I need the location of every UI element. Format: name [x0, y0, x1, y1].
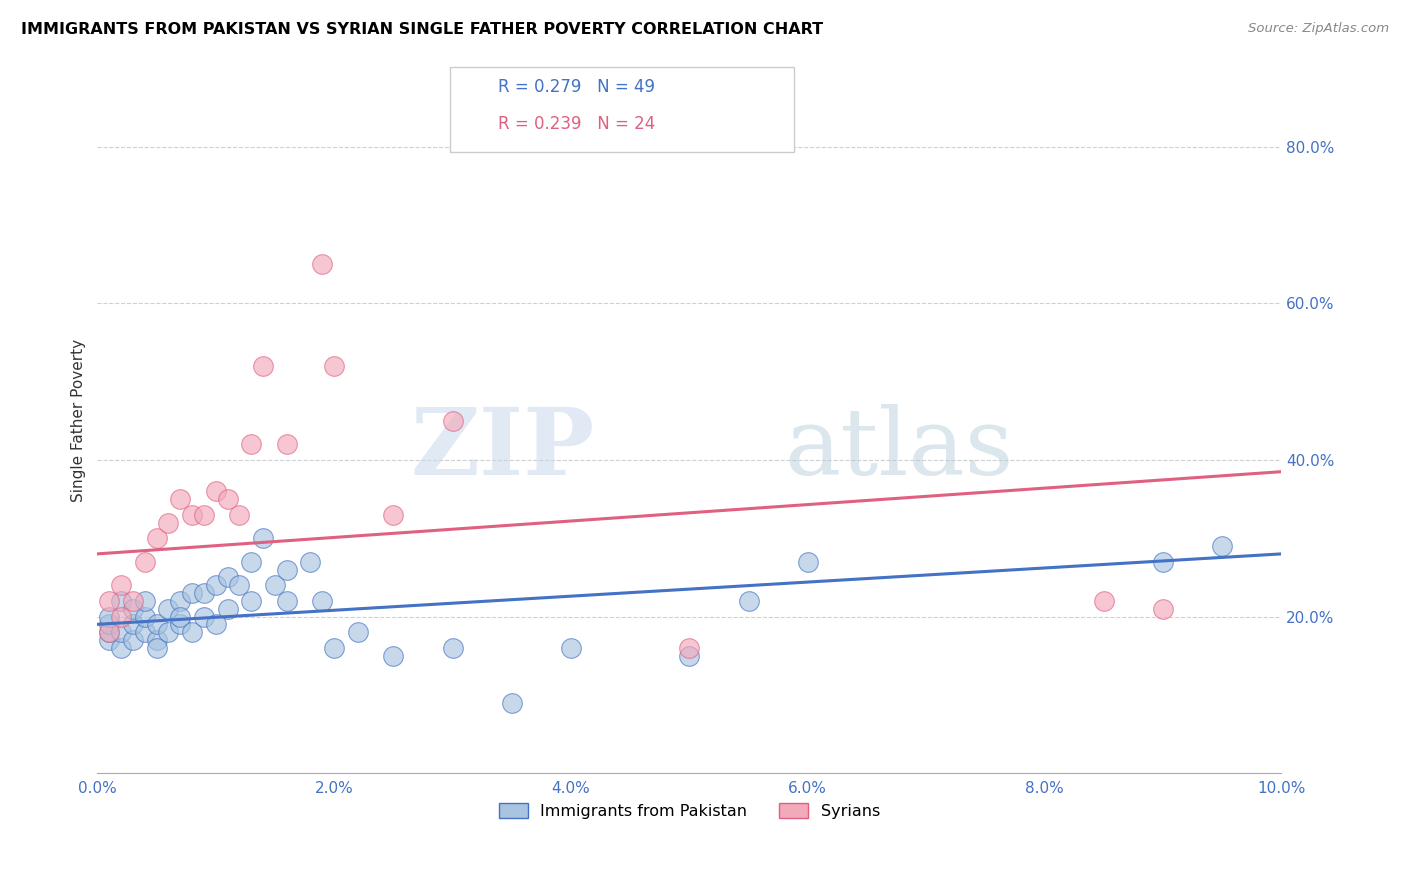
- Point: [1152, 555, 1174, 569]
- Point: [122, 594, 145, 608]
- Point: [157, 516, 180, 530]
- Point: [145, 640, 167, 655]
- Point: [560, 640, 582, 655]
- Point: [122, 632, 145, 647]
- Y-axis label: Single Father Poverty: Single Father Poverty: [72, 339, 86, 502]
- Point: [217, 570, 239, 584]
- Point: [134, 555, 156, 569]
- Point: [797, 555, 820, 569]
- Point: [311, 257, 333, 271]
- Point: [240, 594, 263, 608]
- Point: [204, 484, 226, 499]
- Point: [323, 640, 346, 655]
- Point: [240, 555, 263, 569]
- Point: [204, 617, 226, 632]
- Text: Source: ZipAtlas.com: Source: ZipAtlas.com: [1249, 22, 1389, 36]
- Text: IMMIGRANTS FROM PAKISTAN VS SYRIAN SINGLE FATHER POVERTY CORRELATION CHART: IMMIGRANTS FROM PAKISTAN VS SYRIAN SINGL…: [21, 22, 824, 37]
- Point: [276, 594, 298, 608]
- Point: [157, 601, 180, 615]
- Point: [181, 586, 204, 600]
- Point: [145, 617, 167, 632]
- Point: [1211, 539, 1233, 553]
- Point: [157, 625, 180, 640]
- Point: [110, 578, 132, 592]
- Point: [382, 508, 405, 522]
- Point: [169, 617, 191, 632]
- Point: [145, 632, 167, 647]
- Point: [1152, 601, 1174, 615]
- Point: [276, 563, 298, 577]
- Point: [323, 359, 346, 373]
- Point: [193, 508, 215, 522]
- Point: [299, 555, 322, 569]
- Point: [193, 609, 215, 624]
- Point: [228, 508, 250, 522]
- Point: [145, 531, 167, 545]
- Point: [678, 640, 700, 655]
- Point: [98, 594, 121, 608]
- Point: [98, 632, 121, 647]
- Point: [311, 594, 333, 608]
- Legend: Immigrants from Pakistan, Syrians: Immigrants from Pakistan, Syrians: [492, 797, 886, 825]
- Point: [98, 625, 121, 640]
- Point: [276, 437, 298, 451]
- Point: [134, 594, 156, 608]
- Point: [122, 617, 145, 632]
- Point: [217, 492, 239, 507]
- Point: [347, 625, 370, 640]
- Point: [217, 601, 239, 615]
- Point: [169, 594, 191, 608]
- Point: [134, 625, 156, 640]
- Point: [181, 508, 204, 522]
- Point: [678, 648, 700, 663]
- Point: [122, 601, 145, 615]
- Text: ZIP: ZIP: [411, 404, 595, 494]
- Point: [737, 594, 759, 608]
- Point: [110, 609, 132, 624]
- Point: [134, 609, 156, 624]
- Point: [110, 640, 132, 655]
- Point: [110, 594, 132, 608]
- Point: [98, 625, 121, 640]
- Point: [169, 492, 191, 507]
- Point: [1092, 594, 1115, 608]
- Point: [240, 437, 263, 451]
- Text: R = 0.279   N = 49: R = 0.279 N = 49: [498, 78, 655, 95]
- Point: [252, 359, 274, 373]
- Point: [193, 586, 215, 600]
- Point: [181, 625, 204, 640]
- Point: [252, 531, 274, 545]
- Text: R = 0.239   N = 24: R = 0.239 N = 24: [498, 115, 655, 133]
- Point: [441, 414, 464, 428]
- Point: [441, 640, 464, 655]
- Point: [264, 578, 287, 592]
- Point: [98, 609, 121, 624]
- Point: [98, 617, 121, 632]
- Point: [501, 696, 523, 710]
- Point: [169, 609, 191, 624]
- Point: [204, 578, 226, 592]
- Point: [228, 578, 250, 592]
- Text: atlas: atlas: [785, 404, 1014, 494]
- Point: [382, 648, 405, 663]
- Point: [110, 625, 132, 640]
